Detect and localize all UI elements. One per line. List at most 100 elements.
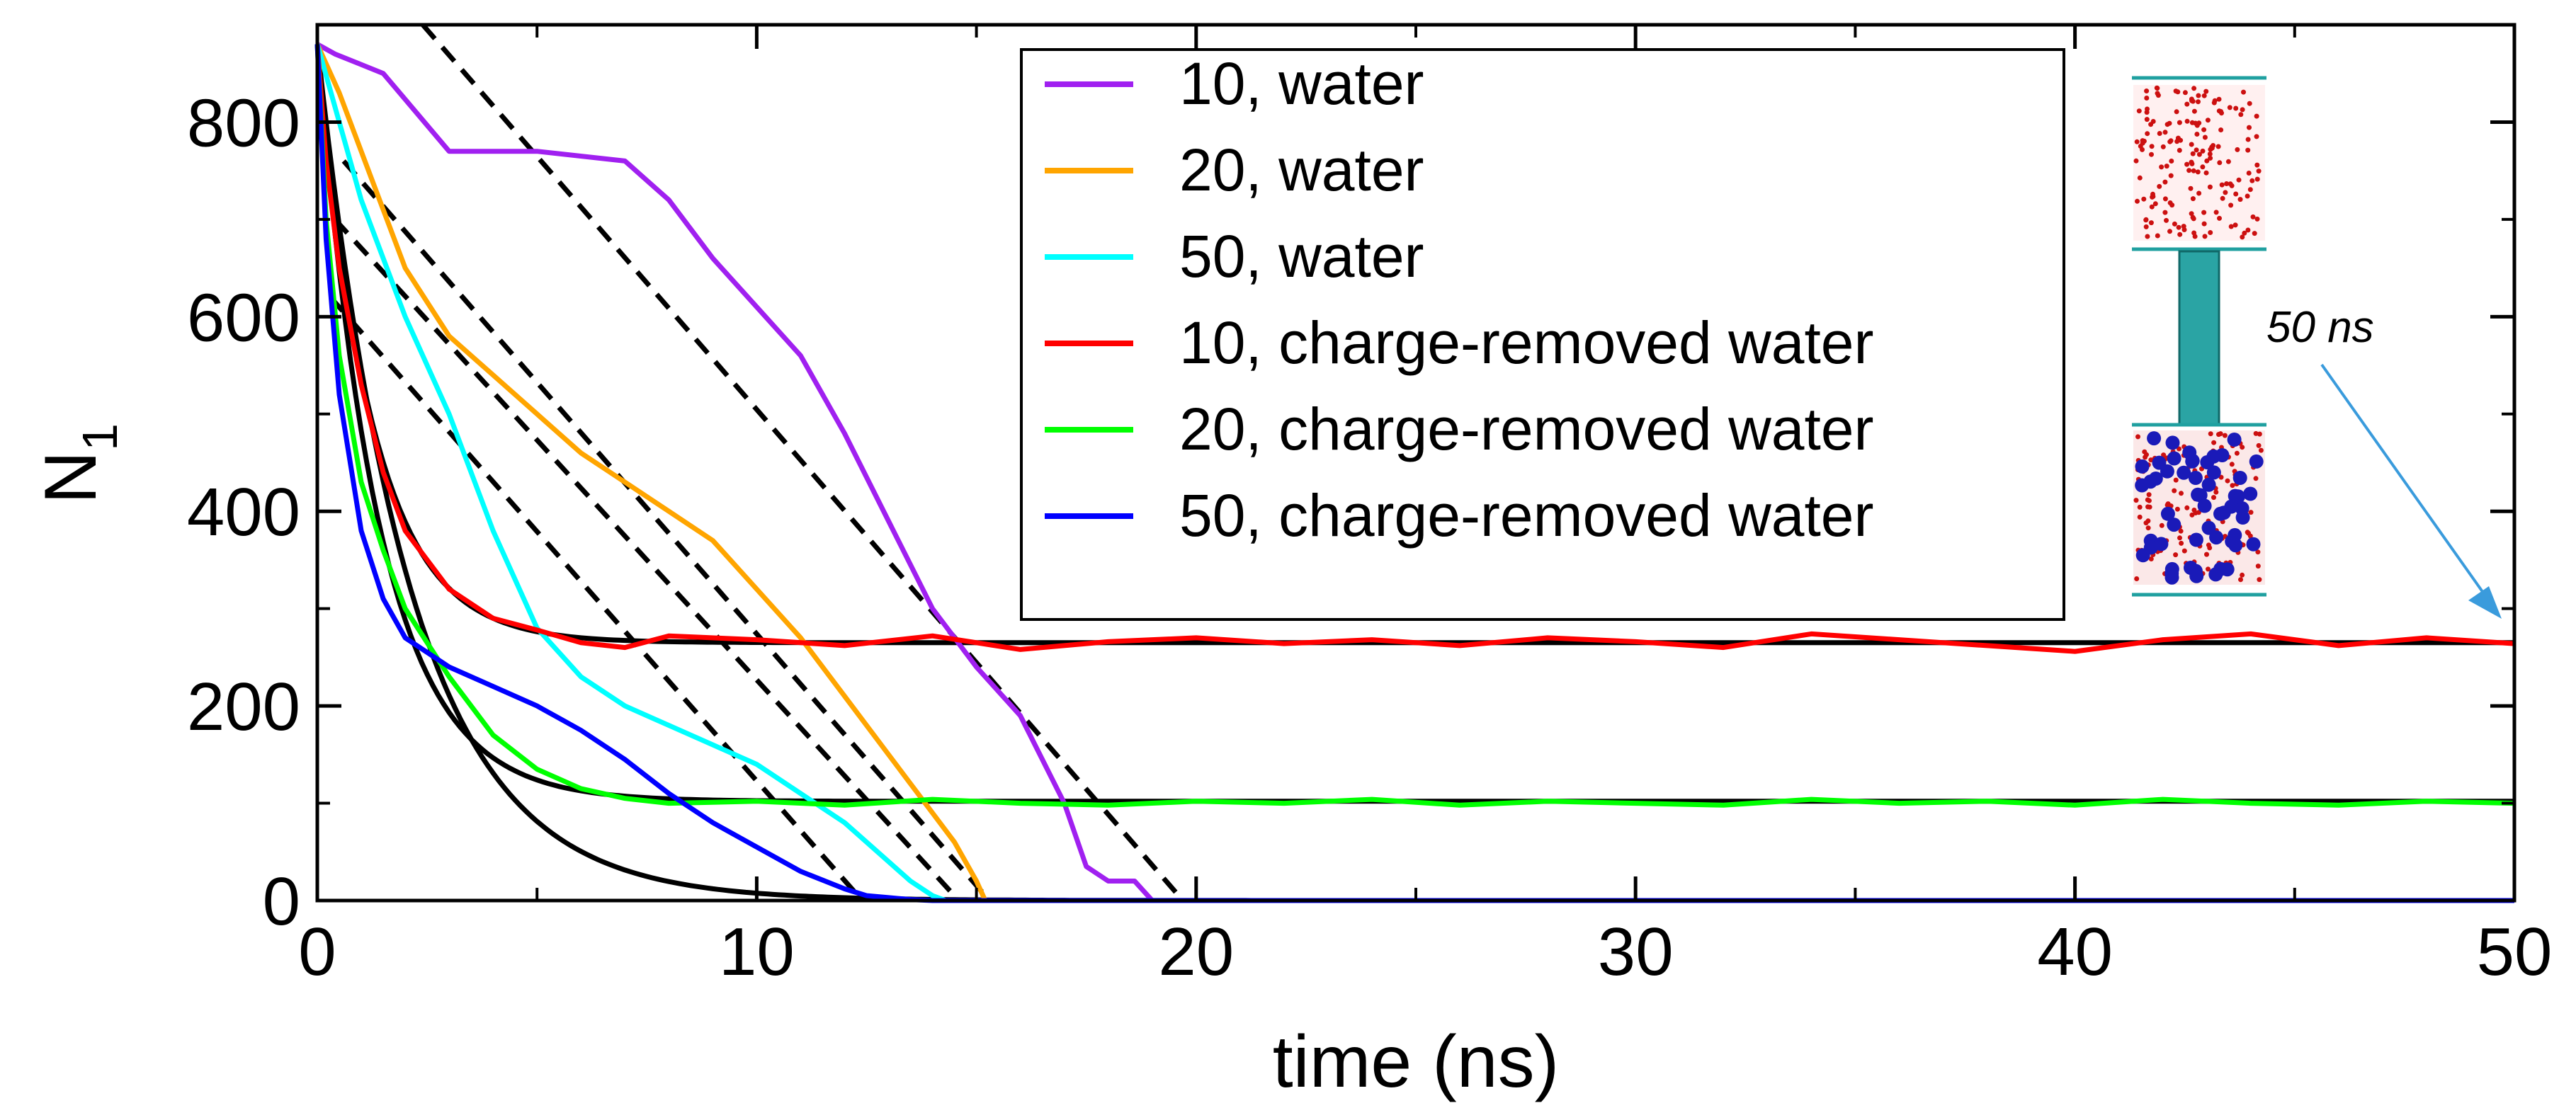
water-molecule — [2254, 134, 2259, 139]
water-molecule — [2175, 89, 2181, 95]
water-molecule — [2189, 211, 2194, 217]
water-molecule — [2247, 533, 2253, 539]
water-molecule — [2242, 230, 2247, 236]
water-molecule — [2177, 535, 2182, 541]
water-molecule — [2258, 447, 2264, 453]
legend: 10, water 20, water 50, water 10, charge-re… — [1045, 50, 1873, 549]
water-molecule — [2161, 452, 2167, 458]
water-molecule — [2136, 108, 2142, 114]
water-molecule — [2211, 100, 2217, 105]
water-molecule — [2245, 147, 2251, 153]
water-molecule — [2224, 181, 2230, 186]
water-molecule — [2200, 164, 2206, 170]
solute-particle — [2201, 520, 2216, 535]
series-line-20-charge-removed-water — [314, 44, 2515, 808]
legend-label-10-water: 10, water — [1179, 50, 1424, 117]
svg-text:N1: N1 — [30, 423, 127, 504]
solute-particle — [2225, 534, 2240, 549]
x-tick-label: 20 — [1158, 914, 1234, 990]
water-molecule — [2148, 457, 2154, 463]
water-molecule — [2194, 147, 2199, 153]
water-molecule — [2208, 230, 2213, 235]
water-molecule — [2256, 168, 2262, 174]
water-molecule — [2249, 178, 2255, 183]
legend-label-20-water: 20, water — [1179, 137, 1424, 203]
water-molecule — [2246, 171, 2252, 176]
solute-particle — [2220, 562, 2235, 577]
water-molecule — [2238, 577, 2243, 583]
water-molecule — [2173, 552, 2179, 558]
water-molecule — [2196, 152, 2202, 157]
water-molecule — [2254, 113, 2259, 119]
solute-particle — [2188, 471, 2203, 485]
water-molecule — [2245, 193, 2250, 199]
axis-ticks: 0 10 20 30 40 50 0 200 400 600 800 — [187, 25, 2552, 990]
water-molecule — [2148, 556, 2154, 561]
water-molecule — [2149, 144, 2155, 149]
solute-particle — [2227, 433, 2242, 447]
water-molecule — [2225, 159, 2231, 164]
water-molecule — [2177, 147, 2182, 153]
water-molecule — [2164, 164, 2169, 169]
water-molecule — [2186, 168, 2192, 173]
fit-line-linear-fit-20-water — [341, 159, 992, 903]
water-molecule — [2143, 217, 2149, 223]
water-molecule — [2162, 130, 2168, 135]
water-molecule — [2206, 566, 2211, 572]
water-molecule — [2236, 177, 2242, 183]
series-line-10-water — [316, 42, 2514, 903]
water-molecule — [2216, 96, 2222, 102]
water-molecule — [2230, 483, 2235, 488]
water-molecule — [2219, 110, 2224, 116]
water-molecule — [2201, 210, 2207, 215]
water-molecule — [2155, 86, 2160, 91]
water-molecule — [2178, 528, 2184, 534]
water-molecule — [2135, 434, 2140, 440]
water-molecule — [2245, 137, 2251, 142]
water-molecule — [2184, 101, 2190, 107]
solute-particle — [2143, 474, 2158, 489]
water-molecule — [2252, 231, 2257, 236]
simulation-snapshot-inset — [2132, 76, 2266, 597]
solute-particle — [2191, 487, 2206, 502]
solute-particle — [2206, 465, 2221, 480]
water-molecule — [2149, 204, 2155, 210]
water-molecule — [2235, 147, 2240, 152]
series-line-20-water — [314, 43, 2514, 903]
water-molecule — [2140, 138, 2145, 144]
water-molecule — [2177, 120, 2182, 125]
solute-particle — [2189, 532, 2203, 547]
water-molecule — [2211, 495, 2216, 501]
solute-particle — [2206, 449, 2221, 464]
water-molecule — [2219, 182, 2225, 188]
solute-particle — [2243, 486, 2258, 501]
water-molecule — [2240, 234, 2245, 240]
y-tick-label: 200 — [187, 669, 300, 745]
legend-box — [1020, 48, 2065, 621]
water-molecule — [2189, 159, 2194, 165]
water-molecule — [2152, 201, 2158, 207]
solute-particle — [2160, 506, 2175, 521]
water-molecule — [2177, 232, 2183, 237]
x-tick-label: 0 — [298, 914, 336, 990]
solute-particle — [2167, 451, 2181, 466]
water-molecule — [2257, 431, 2262, 437]
water-molecule — [2190, 215, 2196, 220]
water-molecule — [2138, 144, 2143, 149]
x-tick-label: 10 — [719, 914, 795, 990]
annotation-arrowhead — [2468, 586, 2502, 619]
solute-particle — [2213, 506, 2228, 521]
water-molecule — [2145, 504, 2150, 510]
water-molecule — [2250, 214, 2256, 219]
water-molecule — [2141, 196, 2147, 202]
water-molecule — [2145, 497, 2150, 503]
water-molecule — [2228, 181, 2233, 187]
water-molecule — [2175, 135, 2181, 141]
water-molecule — [2227, 105, 2232, 110]
water-molecule — [2211, 143, 2216, 148]
solute-particle — [2185, 454, 2200, 469]
solute-particle — [2164, 570, 2179, 585]
legend-label-10-charge-removed-water: 10, charge-removed water — [1179, 309, 1873, 376]
water-molecule — [2201, 93, 2207, 98]
water-molecule — [2169, 159, 2174, 164]
